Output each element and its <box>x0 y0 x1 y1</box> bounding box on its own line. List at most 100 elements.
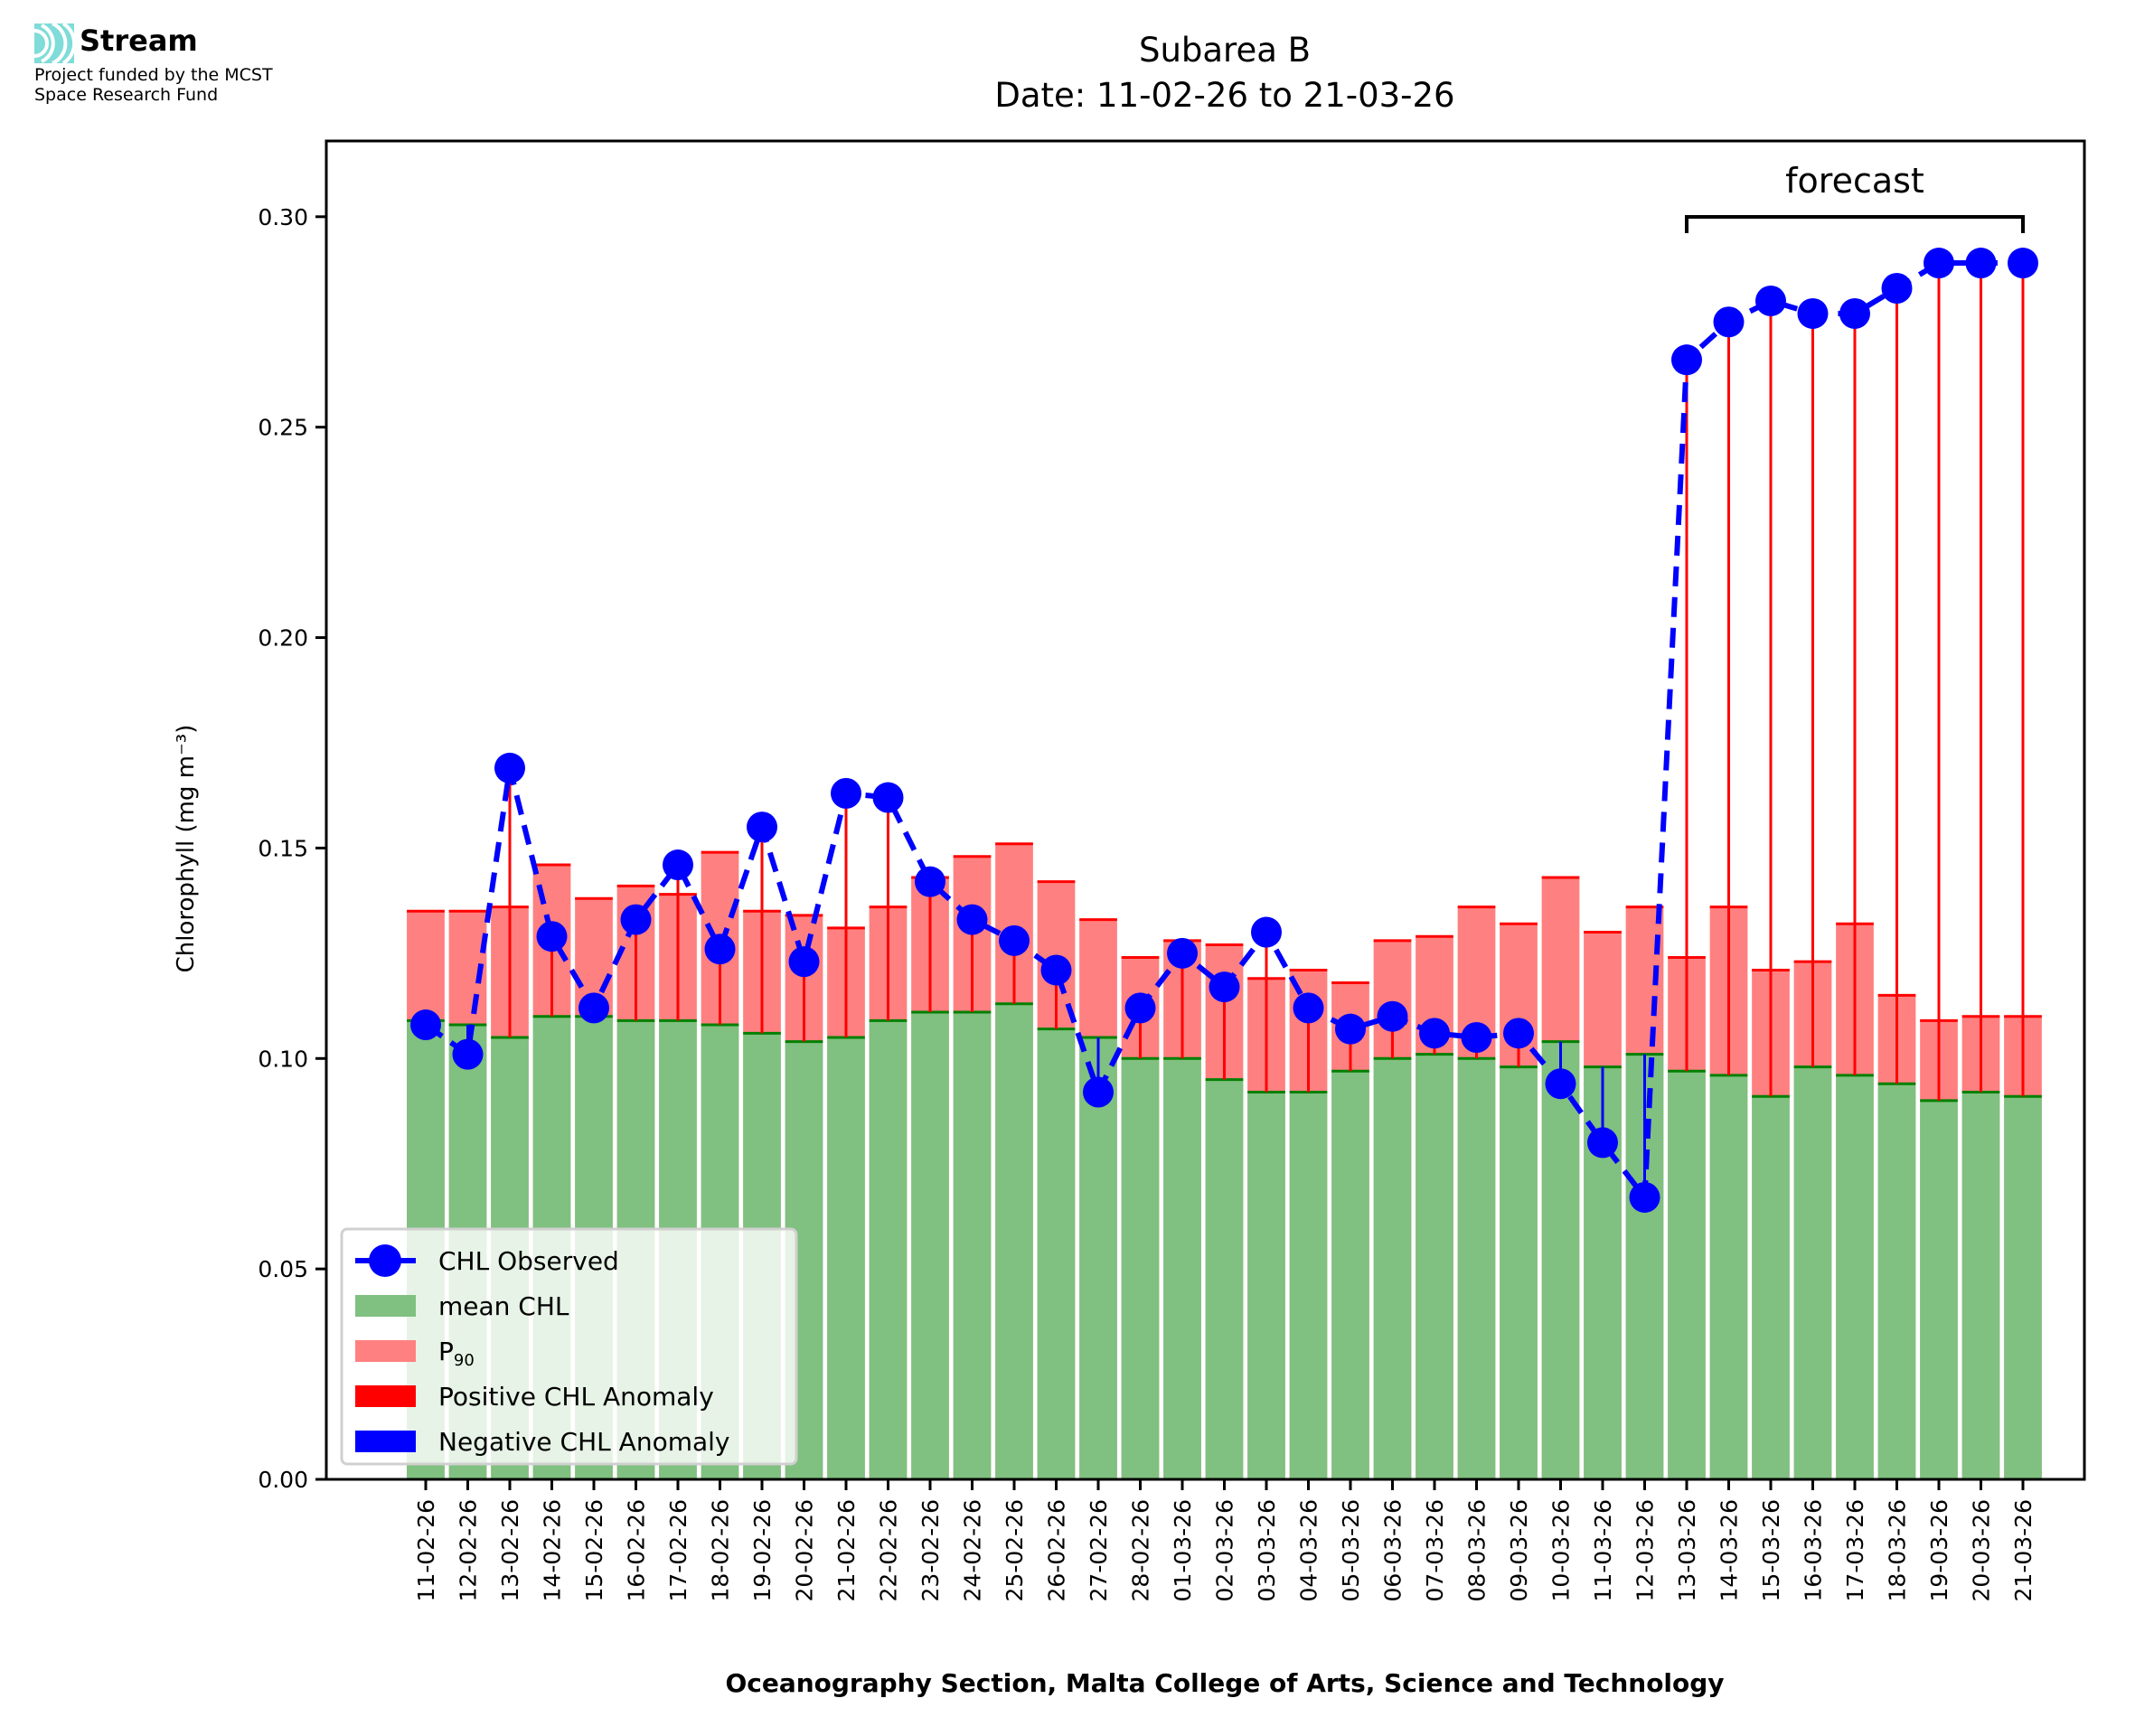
axes-frame <box>325 139 2086 1481</box>
observed-point <box>1209 971 1240 1003</box>
stream-logo-icon <box>34 23 76 65</box>
funding-note: Project funded by the MCST Space Research… <box>34 65 396 105</box>
x-tick-label: 22-02-26 <box>876 1499 902 1601</box>
x-tick-label: 26-02-26 <box>1044 1499 1070 1601</box>
mean-bar <box>1709 1074 1748 1479</box>
legend-label: Positive CHL Anomaly <box>438 1382 714 1412</box>
x-tick-label: 06-03-26 <box>1380 1499 1406 1601</box>
observed-point <box>1965 248 1997 279</box>
x-tick-label: 20-02-26 <box>792 1499 818 1601</box>
mean-bar <box>1373 1058 1412 1479</box>
y-tick-label: 0.20 <box>258 625 308 652</box>
observed-point <box>1797 297 1829 329</box>
mean-bar <box>1457 1058 1496 1479</box>
observed-point <box>1124 992 1156 1024</box>
x-tick-label: 17-03-26 <box>1842 1499 1868 1601</box>
x-tick-label: 07-03-26 <box>1422 1499 1448 1601</box>
x-tick-label: 09-03-26 <box>1506 1499 1532 1601</box>
legend-swatch <box>355 1385 416 1407</box>
observed-point <box>1040 954 1072 986</box>
observed-point <box>1251 916 1282 948</box>
y-tick-label: 0.00 <box>258 1467 308 1493</box>
observed-point <box>1587 1127 1618 1159</box>
legend-swatch <box>355 1340 416 1362</box>
observed-point <box>1377 1000 1408 1032</box>
x-tick-label: 24-02-26 <box>960 1499 986 1601</box>
legend-label: Negative CHL Anomaly <box>438 1427 729 1457</box>
observed-point <box>1083 1076 1114 1108</box>
observed-point <box>578 992 609 1024</box>
y-tick-label: 0.30 <box>258 204 308 230</box>
x-axis-label: Oceanography Section, Malta College of A… <box>725 1668 1724 1698</box>
legend-swatch <box>355 1431 416 1452</box>
x-tick-label: 14-02-26 <box>540 1499 566 1601</box>
observed-point <box>494 752 525 784</box>
legend-label: CHL Observed <box>438 1246 619 1276</box>
x-tick-label: 13-03-26 <box>1674 1499 1700 1601</box>
x-tick-label: 11-03-26 <box>1590 1499 1616 1601</box>
x-tick-label: 18-03-26 <box>1885 1499 1911 1601</box>
x-tick-label: 15-02-26 <box>581 1499 607 1601</box>
observed-point <box>1839 297 1870 329</box>
mean-bar <box>995 1003 1033 1479</box>
chart-title: Subarea B <box>1139 31 1311 70</box>
brand-name: Stream <box>80 23 198 58</box>
x-tick-label: 11-02-26 <box>413 1499 439 1601</box>
mean-bar <box>1416 1054 1453 1479</box>
x-tick-label: 19-02-26 <box>749 1499 776 1601</box>
funding-note-line2: Space Research Fund <box>34 85 219 105</box>
observed-point <box>872 782 904 813</box>
x-tick-label: 23-02-26 <box>917 1499 944 1601</box>
observed-point <box>1461 1021 1492 1053</box>
observed-point <box>1419 1018 1450 1049</box>
observed-point <box>915 866 945 897</box>
mean-bar <box>1247 1092 1285 1479</box>
observed-point <box>620 904 652 935</box>
mean-bar <box>911 1012 949 1479</box>
mean-bar <box>1920 1100 1958 1479</box>
mean-bar <box>1668 1071 1706 1479</box>
chart-subtitle: Date: 11-02-26 to 21-03-26 <box>994 76 1454 115</box>
mean-bar <box>1500 1066 1538 1479</box>
mean-bar <box>869 1020 908 1479</box>
observed-point <box>999 924 1030 956</box>
mean-bar <box>1163 1058 1201 1479</box>
observed-point <box>1503 1018 1534 1049</box>
x-tick-label: 28-02-26 <box>1128 1499 1154 1601</box>
observed-point <box>410 1009 441 1041</box>
x-tick-label: 20-03-26 <box>1969 1499 1995 1601</box>
legend-swatch <box>355 1295 416 1317</box>
x-tick-label: 16-03-26 <box>1801 1499 1827 1601</box>
mean-bar <box>1752 1096 1790 1479</box>
observed-point <box>1755 285 1786 316</box>
mean-bar <box>1793 1066 1832 1479</box>
mean-bar <box>827 1037 865 1479</box>
observed-point <box>1713 306 1745 338</box>
x-tick-label: 21-03-26 <box>2010 1499 2036 1601</box>
observed-point <box>2008 248 2038 279</box>
mean-bar <box>1037 1028 1076 1479</box>
plot-area: 0.00 0.05 0.10 0.15 0.20 0.25 0.30 11-02-26 12-0… <box>258 139 2086 1601</box>
x-tick-label: 18-02-26 <box>708 1499 734 1601</box>
observed-point <box>956 904 988 935</box>
observed-point <box>1335 1013 1366 1045</box>
x-tick-label: 25-02-26 <box>1002 1499 1028 1601</box>
mean-bar <box>953 1012 992 1479</box>
x-tick-label: 02-03-26 <box>1212 1499 1238 1601</box>
x-tick-label: 10-03-26 <box>1548 1499 1575 1601</box>
y-axis-label: Chlorophyll (mg m⁻³) <box>173 725 200 973</box>
observed-point <box>663 849 693 881</box>
mean-bar <box>1836 1074 1874 1479</box>
y-tick-label: 0.05 <box>258 1256 308 1282</box>
observed-point <box>1545 1068 1576 1100</box>
y-tick-label: 0.25 <box>258 415 308 441</box>
mean-bar <box>1541 1041 1580 1479</box>
observed-point <box>747 812 777 843</box>
observed-point <box>788 946 820 978</box>
x-tick-label: 03-03-26 <box>1254 1499 1280 1601</box>
observed-point <box>1881 273 1913 305</box>
mean-bar <box>2004 1096 2042 1479</box>
x-tick-label: 17-02-26 <box>665 1499 691 1601</box>
